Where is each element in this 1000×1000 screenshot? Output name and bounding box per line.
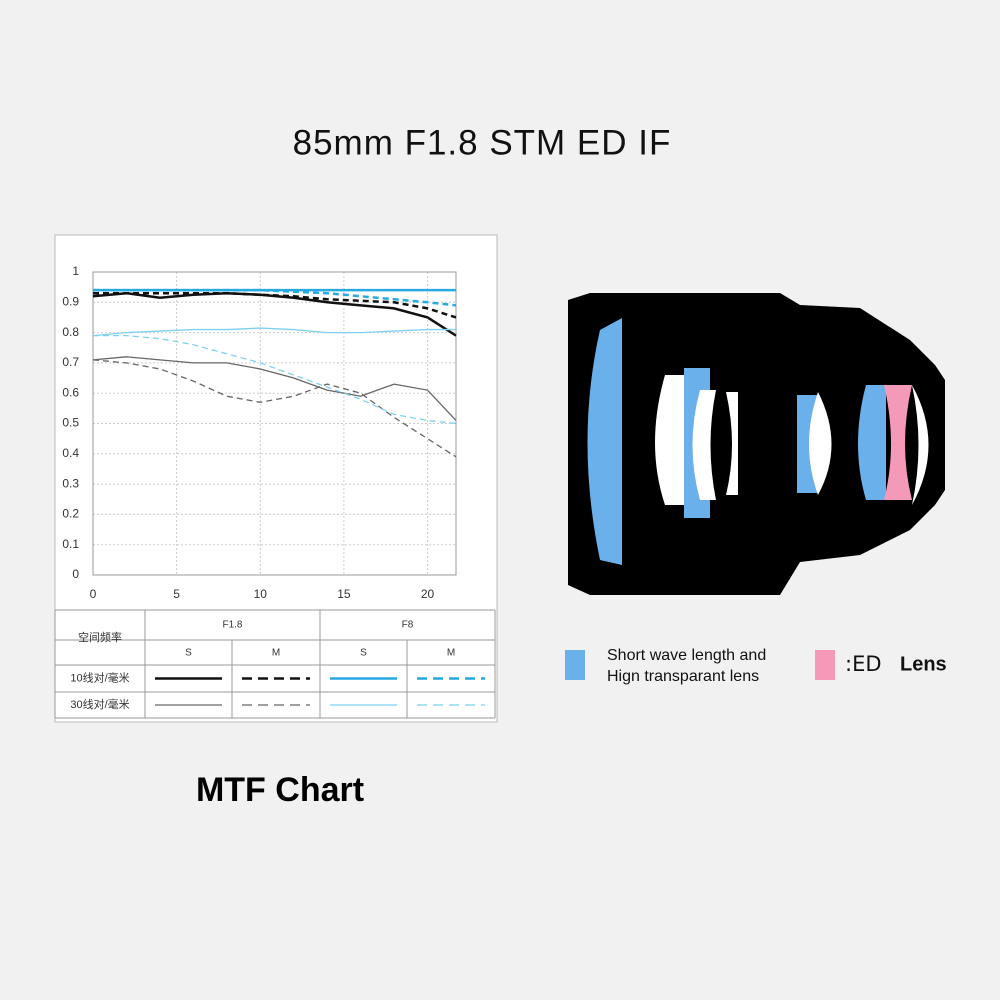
legend-swatch [815,650,835,680]
legend-label: Short wave length and [607,647,766,664]
y-tick-label: 0 [72,567,79,581]
lens-diagram [568,293,945,595]
table-header: S [360,648,367,659]
y-tick-label: 0.9 [62,294,79,308]
y-tick-label: 0.8 [62,325,79,339]
mtf-line [92,327,456,337]
lens-element [809,392,832,495]
mtf-line [92,356,457,421]
mtf-line [93,288,457,307]
x-tick-label: 20 [421,587,435,601]
y-tick-label: 0.3 [62,476,79,490]
legend-label: :ED [845,652,882,676]
x-tick-label: 10 [254,587,268,601]
mtf-line [93,291,457,319]
lens-element [726,392,738,495]
y-tick-label: 0.2 [62,507,79,521]
y-tick-label: 0.5 [62,416,79,430]
legend-label: Lens [900,653,947,675]
legend-swatch [565,650,585,680]
legend-label: Hign transparant lens [607,668,759,685]
table-header: S [185,648,192,659]
y-tick-label: 0.1 [62,537,79,551]
x-tick-label: 15 [337,587,351,601]
y-tick-label: 1 [72,264,79,278]
table-row-label: 10线对/毫米 [70,670,129,684]
table-row-label: 30线对/毫米 [70,697,129,711]
lens-element [692,390,716,500]
mtf-line [93,334,457,425]
lens-element [587,318,622,565]
table-header: M [272,648,280,659]
y-tick-label: 0.4 [62,446,79,460]
lens-body [568,293,945,595]
lens-element [912,385,929,505]
y-tick-label: 0.6 [62,385,79,399]
ed-lens-element [884,385,912,500]
x-tick-label: 5 [173,587,180,601]
table-header: 空间频率 [78,630,122,644]
table-header: F1.8 [222,620,242,631]
lens-element [655,375,684,505]
table-header: M [447,648,455,659]
lens-element [858,385,886,500]
x-tick-label: 0 [90,587,97,601]
title: 85mm F1.8 STM ED IF [293,123,672,162]
y-tick-label: 0.7 [62,355,79,369]
mtf-line [92,359,457,458]
caption: MTF Chart [196,771,364,809]
table-header: F8 [402,620,414,631]
plot-frame [92,271,457,576]
